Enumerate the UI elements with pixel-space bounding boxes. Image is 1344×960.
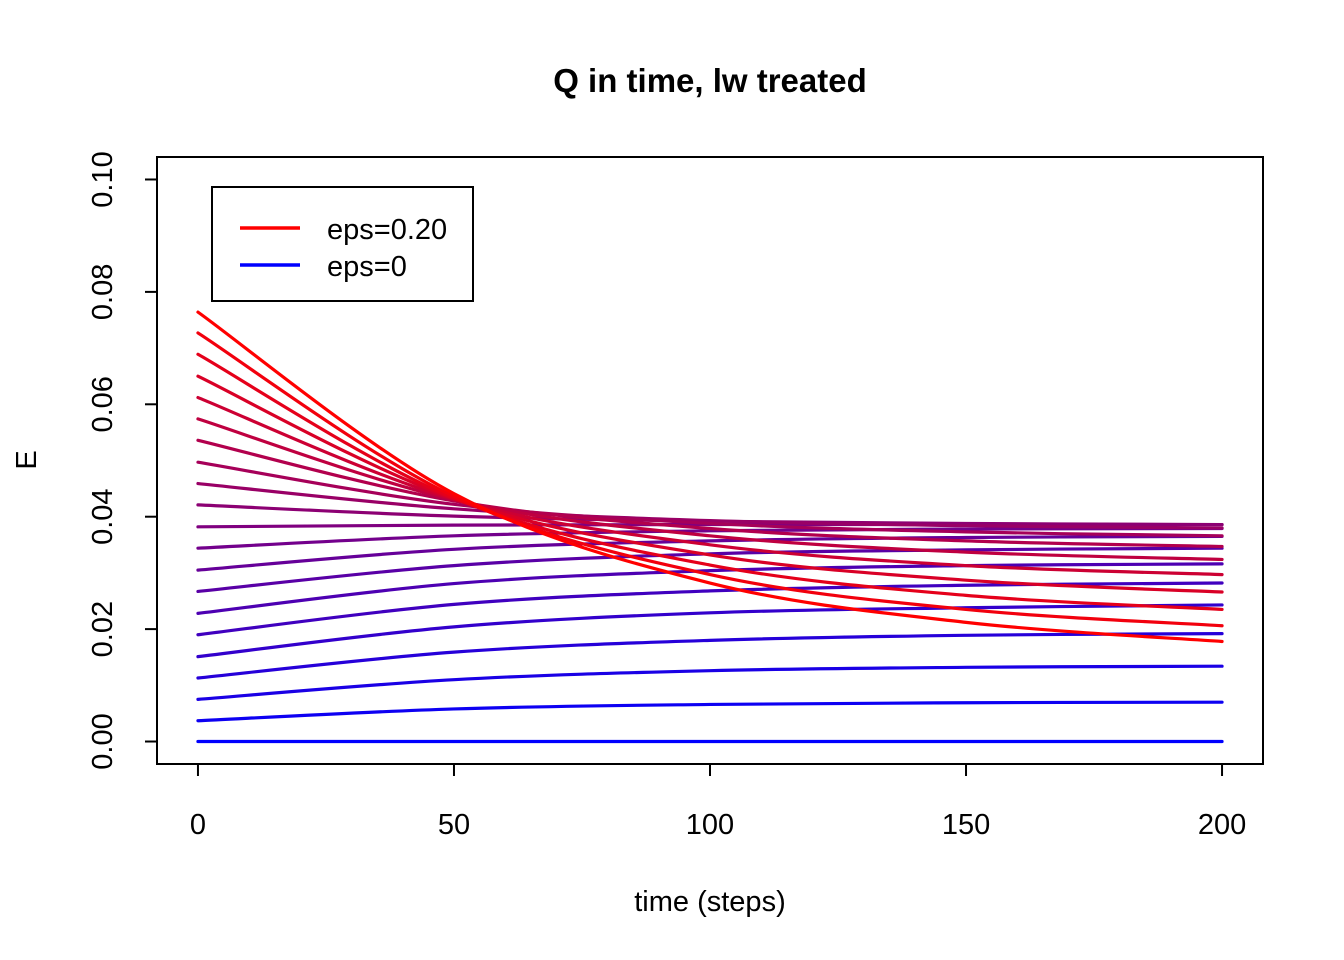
chart-title: Q in time, lw treated	[553, 62, 867, 99]
series-line-6	[196, 562, 1224, 615]
series-line-3	[196, 632, 1224, 680]
y-axis-label: E	[11, 450, 43, 469]
x-tick-label: 50	[438, 809, 470, 841]
x-axis: 0 50 100 150 200	[190, 763, 1246, 841]
series-line-13	[196, 460, 1224, 538]
series-line-17	[196, 374, 1224, 594]
series-line-2	[196, 664, 1224, 701]
series-line-20	[196, 310, 1224, 644]
series-line-8	[196, 534, 1224, 572]
series-line-9	[196, 526, 1224, 550]
x-tick-label: 150	[942, 809, 990, 841]
series-line-18	[196, 352, 1224, 612]
series-line-4	[196, 603, 1224, 659]
legend-label: eps=0	[327, 251, 407, 283]
series-layer	[196, 310, 1224, 744]
y-tick-label: 0.10	[87, 151, 119, 207]
x-tick-label: 200	[1198, 809, 1246, 841]
series-line-5	[196, 581, 1224, 637]
y-tick-label: 0.08	[87, 264, 119, 320]
series-line-16	[196, 395, 1224, 577]
series-line-14	[196, 438, 1224, 549]
series-line-19	[196, 331, 1224, 628]
y-tick-label: 0.00	[87, 713, 119, 769]
legend: eps=0.20 eps=0	[211, 186, 474, 302]
y-tick-label: 0.04	[87, 488, 119, 544]
y-tick-label: 0.06	[87, 376, 119, 432]
x-tick-label: 100	[686, 809, 734, 841]
legend-box	[211, 186, 474, 302]
series-line-1	[196, 700, 1224, 723]
y-tick-label: 0.02	[87, 601, 119, 657]
y-axis: 0.00 0.02 0.04 0.06 0.08 0.10	[87, 151, 158, 770]
legend-label: eps=0.20	[327, 214, 447, 246]
series-line-15	[196, 417, 1224, 562]
x-axis-label: time (steps)	[634, 886, 785, 918]
series-line-12	[196, 481, 1224, 530]
x-tick-label: 0	[190, 809, 206, 841]
